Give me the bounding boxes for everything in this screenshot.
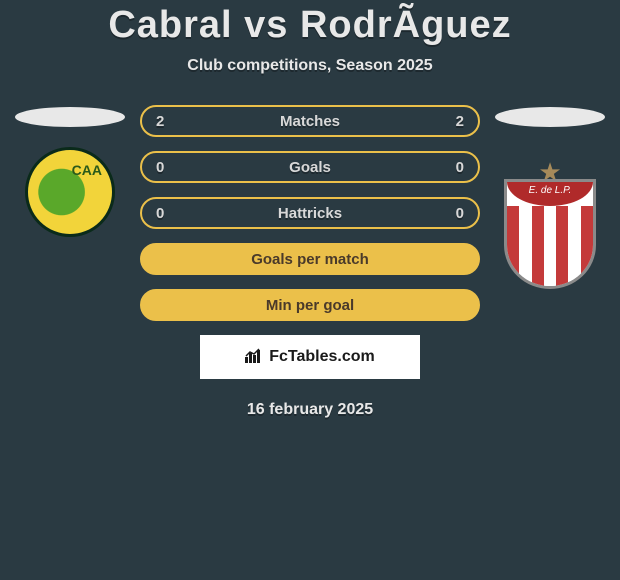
badge-top-band: E. de L.P. bbox=[507, 182, 593, 206]
stats-list: 2Matches20Goals00Hattricks0Goals per mat… bbox=[140, 105, 480, 321]
stat-left-value: 0 bbox=[156, 205, 164, 222]
badge-stripes bbox=[507, 206, 593, 286]
stats-column: 2Matches20Goals00Hattricks0Goals per mat… bbox=[140, 105, 480, 419]
player-right-column: ★ E. de L.P. bbox=[490, 105, 610, 292]
club-badge-right: ★ E. de L.P. bbox=[504, 167, 596, 292]
date: 16 february 2025 bbox=[140, 401, 480, 419]
chart-icon bbox=[245, 347, 263, 368]
stat-row: 2Matches2 bbox=[140, 105, 480, 137]
stat-label: Goals per match bbox=[142, 251, 478, 268]
stat-row: Min per goal bbox=[140, 289, 480, 321]
infographic-container: Cabral vs RodrÃ­guez Club competitions, … bbox=[0, 0, 620, 419]
page-title: Cabral vs RodrÃ­guez bbox=[0, 4, 620, 47]
stat-right-value: 0 bbox=[456, 159, 464, 176]
player-left-photo-placeholder bbox=[15, 107, 125, 127]
stat-label: Min per goal bbox=[142, 297, 478, 314]
stat-left-value: 0 bbox=[156, 159, 164, 176]
main-layout: 2Matches20Goals00Hattricks0Goals per mat… bbox=[0, 105, 620, 419]
stat-label: Matches bbox=[142, 113, 478, 130]
brand-box: FcTables.com bbox=[200, 335, 420, 379]
player-left-column bbox=[10, 105, 130, 237]
stat-right-value: 0 bbox=[456, 205, 464, 222]
stat-row: Goals per match bbox=[140, 243, 480, 275]
stat-row: 0Goals0 bbox=[140, 151, 480, 183]
subtitle: Club competitions, Season 2025 bbox=[0, 57, 620, 75]
club-badge-left bbox=[25, 147, 115, 237]
stat-right-value: 2 bbox=[456, 113, 464, 130]
stat-row: 0Hattricks0 bbox=[140, 197, 480, 229]
player-right-photo-placeholder bbox=[495, 107, 605, 127]
brand-label: FcTables.com bbox=[269, 348, 375, 366]
stat-label: Goals bbox=[142, 159, 478, 176]
stat-label: Hattricks bbox=[142, 205, 478, 222]
shield-shape: E. de L.P. bbox=[504, 179, 596, 289]
stat-left-value: 2 bbox=[156, 113, 164, 130]
